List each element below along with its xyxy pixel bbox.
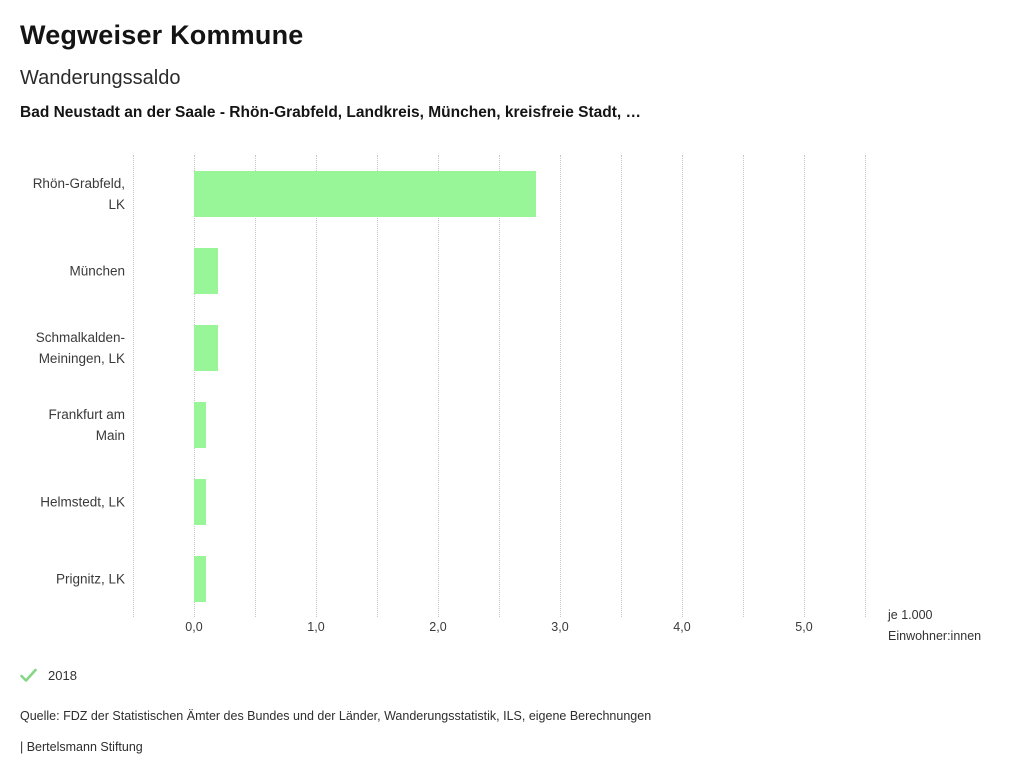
- gridline: [255, 155, 256, 617]
- category-label: Prignitz, LK: [55, 571, 125, 586]
- plot-area: [133, 155, 866, 617]
- bar-1: [194, 247, 219, 294]
- gridline: [682, 155, 683, 617]
- unit-label-line2: Einwohner:innen: [888, 629, 982, 643]
- check-icon: [20, 668, 37, 682]
- x-tick-label: 2,0: [429, 620, 447, 634]
- category-label: Frankfurt am Main: [48, 406, 125, 443]
- x-tick-label: 1,0: [307, 620, 325, 634]
- region-subtitle: Bad Neustadt an der Saale - Rhön-Grabfel…: [20, 104, 641, 121]
- gridline: [560, 155, 561, 617]
- gridline: [804, 155, 805, 617]
- bar-4: [194, 478, 207, 525]
- gridline: [438, 155, 439, 617]
- gridline: [621, 155, 622, 617]
- gridline: [743, 155, 744, 617]
- x-tick-label: 5,0: [795, 620, 813, 634]
- category-label: Schmalkalden- Meiningen, LK: [35, 329, 125, 366]
- brand-line: | Bertelsmann Stiftung: [20, 740, 143, 754]
- source-line: Quelle: FDZ der Statistischen Ämter des …: [20, 709, 652, 723]
- x-tick-label: 3,0: [551, 620, 569, 634]
- legend: 2018: [20, 668, 77, 683]
- chart-title: Wanderungssaldo: [20, 67, 181, 89]
- bar-0: [194, 170, 536, 217]
- bar-5: [194, 555, 207, 602]
- bar-2: [194, 324, 219, 371]
- app-title: Wegweiser Kommune: [20, 20, 304, 50]
- gridline: [499, 155, 500, 617]
- x-axis-unit-label: je 1.000 Einwohner:innen: [888, 605, 981, 647]
- x-tick-label: 0,0: [185, 620, 203, 634]
- gridline: [377, 155, 378, 617]
- category-labels: Rhön-Grabfeld, LK München Schmalkalden- Mein…: [0, 155, 125, 617]
- x-axis-ticks: 0,0 1,0 2,0 3,0 4,0 5,0: [0, 620, 1024, 636]
- category-label: Rhön-Grabfeld, LK: [32, 175, 125, 212]
- gridline: [865, 155, 866, 617]
- category-label: Helmstedt, LK: [40, 494, 125, 509]
- bar-3: [194, 401, 207, 448]
- x-tick-label: 4,0: [673, 620, 691, 634]
- gridline: [194, 155, 195, 617]
- unit-label-line1: je 1.000: [888, 608, 933, 622]
- category-label: München: [69, 263, 125, 278]
- gridline: [133, 155, 134, 617]
- legend-year-label: 2018: [48, 668, 77, 683]
- gridline: [316, 155, 317, 617]
